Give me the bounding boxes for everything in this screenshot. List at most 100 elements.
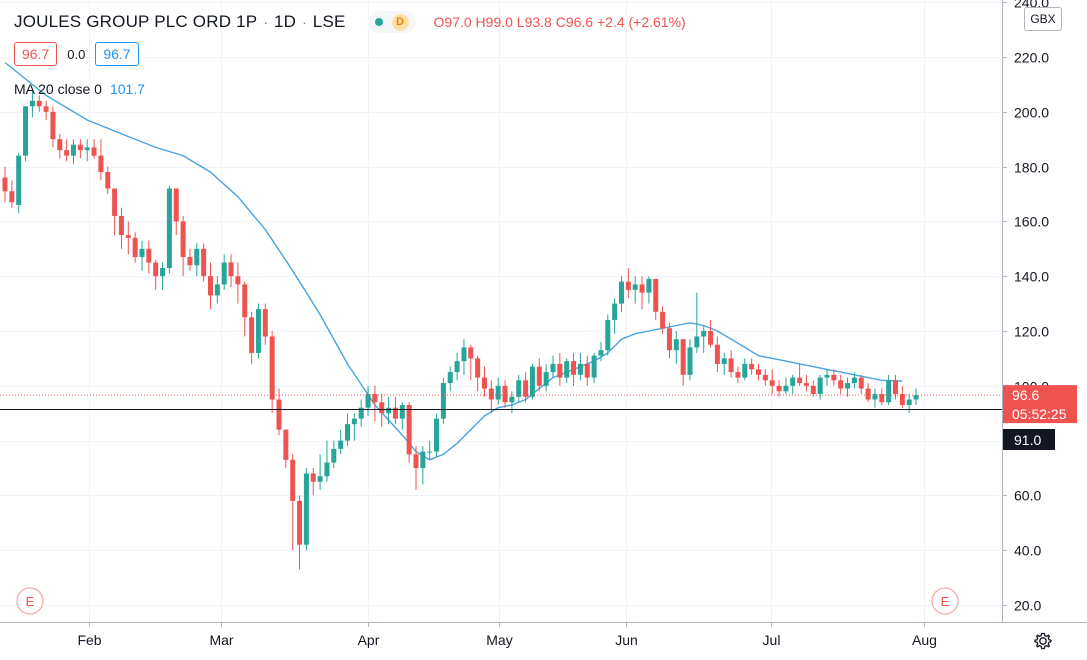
candle-body: [749, 363, 755, 370]
candle-body: [242, 284, 248, 318]
candle-body: [824, 374, 830, 378]
candle: [879, 388, 885, 405]
candle-body: [899, 394, 905, 405]
candle-body: [221, 262, 227, 285]
candle-body: [701, 331, 707, 337]
candle: [598, 341, 604, 362]
candle-body: [660, 311, 666, 329]
candle: [345, 413, 350, 447]
candle-body: [557, 363, 563, 378]
exchange-label: LSE: [312, 12, 346, 31]
candle: [803, 374, 809, 392]
candle: [36, 95, 42, 112]
candle-body: [762, 374, 768, 381]
earnings-marker-circle: [16, 587, 44, 615]
candle-body: [365, 394, 371, 408]
candle: [660, 306, 666, 334]
candle-body: [98, 155, 104, 173]
candle: [666, 322, 672, 359]
candle: [132, 232, 138, 263]
candle: [160, 262, 166, 290]
candle: [146, 240, 152, 274]
symbol-name[interactable]: JOULES GROUP PLC ORD 1P: [14, 12, 258, 31]
candle: [906, 394, 912, 414]
candle-body: [687, 347, 693, 375]
y-tick-label: 160.0: [1014, 214, 1049, 230]
candle-body: [269, 336, 275, 400]
candle-body: [276, 399, 282, 430]
candle: [632, 276, 638, 304]
candle-body: [851, 377, 857, 384]
candle: [379, 394, 385, 427]
candle-body: [406, 404, 412, 455]
candle: [564, 358, 570, 384]
candle: [77, 139, 83, 159]
candle-body: [906, 399, 912, 405]
candle: [208, 262, 213, 310]
candle-body: [721, 358, 727, 364]
chart-grid: [0, 0, 1087, 623]
candle: [550, 355, 556, 378]
candle-body: [858, 377, 864, 389]
market-status[interactable]: D: [367, 11, 416, 33]
candle-body: [434, 418, 440, 452]
candle-body: [845, 383, 851, 389]
earnings-event-marker[interactable]: E: [16, 587, 44, 615]
candle-body: [290, 459, 296, 501]
candle-body: [612, 303, 618, 321]
earnings-marker-circle: [931, 587, 959, 615]
time-axis: Feb Mar Apr May Jun Jul Aug: [77, 622, 937, 648]
earnings-event-marker[interactable]: E: [931, 587, 959, 615]
candle: [249, 311, 255, 364]
candle: [406, 402, 412, 463]
candle: [721, 352, 727, 375]
interval-label[interactable]: 1D: [273, 12, 297, 31]
candle-body: [297, 500, 303, 545]
candle-body: [43, 106, 49, 112]
candle-body: [756, 369, 761, 375]
candle: [317, 454, 323, 490]
sell-price-button[interactable]: 96.7: [14, 42, 58, 66]
settings-gear-icon[interactable]: [1032, 630, 1054, 652]
candle-body: [105, 172, 111, 189]
candle: [687, 339, 693, 381]
candle-body: [358, 407, 364, 419]
candle: [728, 350, 734, 378]
candle-body: [36, 100, 42, 107]
indicator-legend[interactable]: MA 20 close 0 101.7: [14, 81, 145, 97]
candle-body: [118, 215, 124, 236]
candle: [23, 106, 29, 162]
candle: [194, 243, 200, 277]
ma-line: [4, 61, 903, 461]
candle: [180, 215, 186, 277]
candle: [331, 440, 337, 468]
buy-price-button[interactable]: 96.7: [95, 42, 139, 66]
candle: [605, 314, 611, 356]
candle-body: [577, 363, 583, 375]
candle-body: [536, 366, 542, 386]
candle-body: [201, 248, 207, 277]
candle: [221, 254, 227, 290]
candle-body: [653, 278, 659, 312]
crosshair-price-label: 91.0: [1014, 432, 1041, 448]
candle: [125, 221, 131, 255]
candle: [742, 358, 748, 381]
candle-body: [879, 394, 885, 403]
candle-body: [9, 191, 15, 203]
candle: [838, 374, 844, 395]
candle: [488, 380, 494, 414]
candle-body: [509, 396, 515, 403]
candle-body: [817, 377, 823, 395]
currency-button[interactable]: GBX: [1024, 7, 1062, 31]
candle-body: [427, 451, 433, 453]
candle: [139, 240, 145, 271]
candle-body: [324, 462, 330, 477]
candle: [434, 413, 440, 458]
candle-body: [529, 366, 535, 397]
candle: [420, 446, 426, 485]
candle-body: [646, 278, 652, 293]
y-tick-label: 220.0: [1014, 50, 1049, 66]
candle: [749, 358, 755, 375]
candle-body: [461, 347, 467, 362]
